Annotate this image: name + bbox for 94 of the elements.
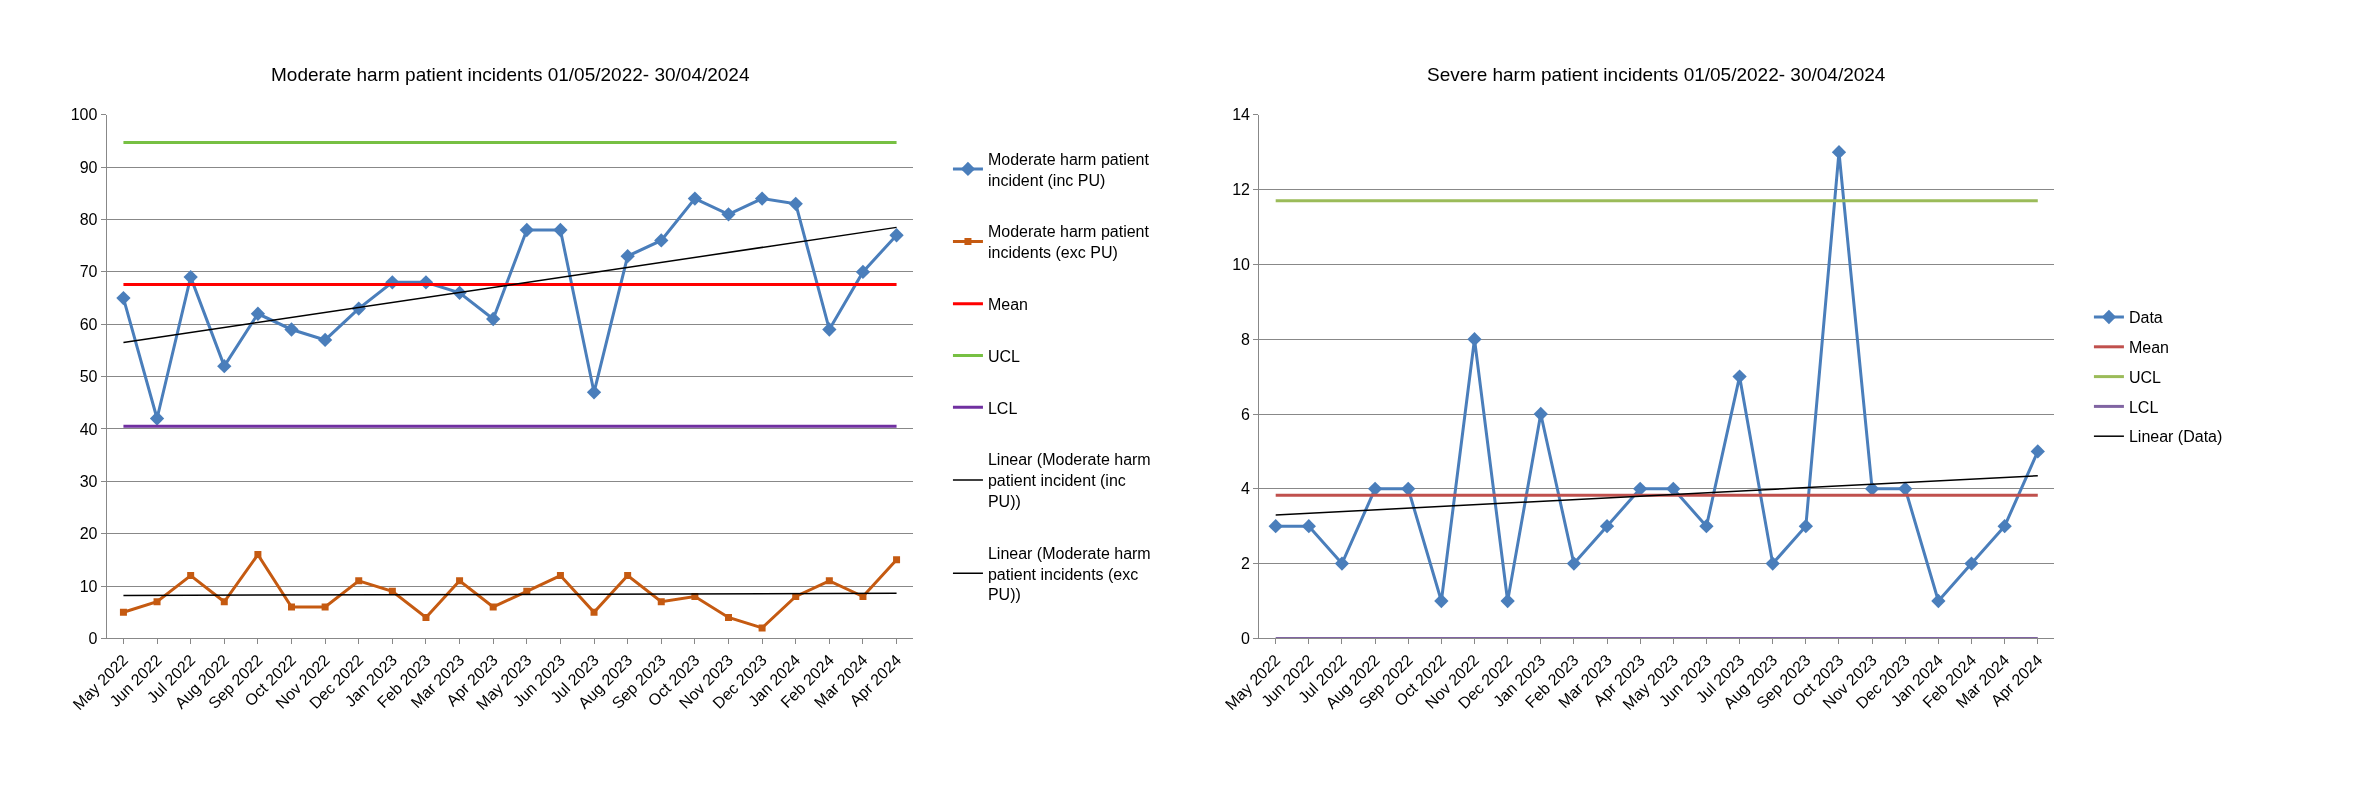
y-tick-label: 40 (79, 420, 98, 438)
y-tick-label: 90 (79, 158, 98, 176)
legend-label: Linear (Moderate harm patient incidents (exc PU)) (987, 544, 1151, 604)
y-tick-label: 6 (1241, 405, 1251, 423)
y-tick-label: 70 (79, 263, 98, 281)
point (1666, 481, 1681, 496)
y-tick-label: 60 (79, 315, 98, 333)
y-tick-label: 30 (79, 472, 98, 490)
point (556, 572, 564, 580)
point (1467, 332, 1482, 347)
point (116, 290, 131, 306)
legend-label: Linear (Data) (2128, 428, 2223, 446)
y-tick-label: 2 (1241, 555, 1251, 573)
point (1699, 519, 1714, 534)
point (822, 322, 837, 337)
point (1964, 556, 1979, 571)
legend-label: LCL (987, 399, 1018, 417)
point (721, 207, 736, 222)
legend-label: LCL (2128, 398, 2159, 416)
y-tick-label: 10 (79, 577, 98, 595)
point (1401, 481, 1416, 496)
point (456, 577, 464, 585)
point (284, 322, 299, 337)
legend-label: Linear (Moderate harm patient incident (inc PU)) (987, 451, 1151, 510)
point (288, 603, 296, 611)
point (254, 551, 262, 559)
y-tick-label: 4 (1241, 480, 1251, 498)
point (1566, 556, 1582, 571)
point (1898, 481, 1913, 496)
point (825, 577, 833, 585)
point (519, 222, 534, 238)
point (1367, 481, 1383, 496)
point (149, 411, 165, 426)
point (183, 269, 198, 285)
y-tick-label: 12 (1232, 181, 1251, 199)
point (1301, 519, 1316, 534)
point (553, 222, 568, 238)
chart-title: Severe harm patient incidents 01/05/2022- 30/04/2024 (1427, 64, 1886, 85)
point (1732, 369, 1747, 384)
point (220, 598, 228, 606)
y-tick-label: 20 (79, 525, 98, 543)
legend-label: Mean (987, 295, 1028, 313)
point (620, 249, 635, 264)
point (654, 233, 669, 248)
point (119, 608, 127, 616)
point (1931, 593, 1946, 609)
point (893, 556, 901, 564)
point (855, 264, 871, 280)
point (1334, 556, 1350, 571)
point (153, 598, 161, 606)
y-tick-label: 8 (1241, 330, 1251, 348)
legend-label: Moderate harm patient incident (inc PU) (987, 150, 1150, 189)
point (187, 572, 195, 580)
point (1434, 593, 1449, 609)
point (1599, 519, 1615, 534)
point (586, 385, 602, 400)
legend-label: Moderate harm patient incidents (exc PU) (987, 223, 1150, 262)
point (788, 196, 803, 211)
point (217, 358, 232, 374)
point (2030, 444, 2045, 459)
legend-label: UCL (2128, 368, 2162, 386)
point (1633, 481, 1648, 496)
point (758, 624, 766, 632)
y-tick-label: 14 (1232, 106, 1251, 124)
point (1997, 519, 2012, 534)
point (1268, 519, 1283, 534)
point (422, 613, 430, 621)
y-tick-label: 0 (88, 630, 98, 647)
point (355, 577, 363, 585)
y-tick-label: 100 (70, 106, 98, 124)
y-tick-label: 10 (1232, 256, 1251, 273)
point (486, 311, 501, 327)
y-tick-label: 80 (79, 211, 98, 229)
y-tick-label: 50 (79, 368, 98, 386)
point (489, 603, 497, 611)
point (317, 332, 333, 348)
point (657, 598, 665, 606)
point (1831, 145, 1847, 160)
chart-title: Moderate harm patient incidents 01/05/2022- 30/04/2024 (271, 64, 750, 85)
point (590, 608, 598, 616)
point (250, 306, 266, 321)
legend-label: UCL (987, 347, 1021, 365)
point (1765, 556, 1780, 571)
point (754, 191, 770, 206)
point (687, 191, 703, 206)
legend-label: Data (2128, 309, 2163, 327)
legend-label: Mean (2128, 339, 2169, 357)
point (321, 603, 329, 611)
point (624, 572, 632, 580)
point (1500, 593, 1515, 609)
point (889, 228, 904, 243)
y-tick-label: 0 (1241, 630, 1251, 647)
point (1798, 519, 1813, 534)
point (724, 613, 732, 621)
